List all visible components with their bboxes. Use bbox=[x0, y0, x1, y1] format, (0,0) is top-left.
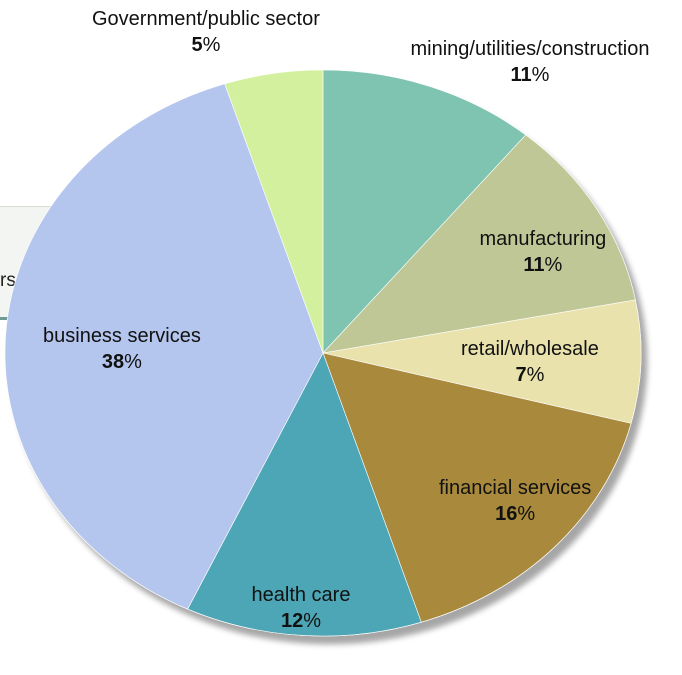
slice-label: health care 12% bbox=[252, 582, 351, 634]
slice-percent-label: 16% bbox=[495, 503, 536, 525]
slice-category-label: mining/utilities/construction bbox=[410, 38, 650, 60]
slice-percent-label: 5% bbox=[191, 34, 221, 56]
slice-category-label: business services bbox=[43, 325, 201, 347]
slice-percent-label: 12% bbox=[280, 610, 321, 632]
pie-slice-financial-services bbox=[322, 352, 632, 623]
slice-label: mining/utilities/construction 11% bbox=[411, 36, 650, 88]
slice-category-label: retail/wholesale bbox=[461, 338, 599, 360]
pie-slice-mining-utilities-construction bbox=[322, 69, 527, 354]
slice-percent-label: 7% bbox=[515, 364, 545, 386]
slice-category-label: Government/public sector bbox=[92, 8, 320, 30]
pie-slice-retail-wholesale bbox=[322, 299, 642, 424]
slice-label: Government/public sector 5% bbox=[92, 6, 320, 58]
slice-label: business services 38% bbox=[43, 323, 201, 375]
slice-percent-label: 38% bbox=[101, 351, 142, 373]
slice-category-label: health care bbox=[251, 584, 351, 606]
slice-category-label: manufacturing bbox=[479, 228, 607, 250]
slice-label: financial services 16% bbox=[439, 475, 591, 527]
pie-slice-manufacturing bbox=[322, 134, 636, 354]
slice-label: manufacturing 11% bbox=[480, 226, 607, 278]
pie-slice-government-public-sector bbox=[224, 69, 324, 354]
slice-percent-label: 11% bbox=[523, 254, 563, 276]
slice-percent-label: 11% bbox=[510, 64, 550, 86]
pie-slice-health-care bbox=[187, 352, 422, 637]
background-panel-text: rs bbox=[0, 270, 16, 291]
slice-category-label: financial services bbox=[439, 477, 592, 499]
pie-slice-business-services bbox=[4, 83, 324, 610]
slice-label: retail/wholesale 7% bbox=[461, 336, 599, 388]
